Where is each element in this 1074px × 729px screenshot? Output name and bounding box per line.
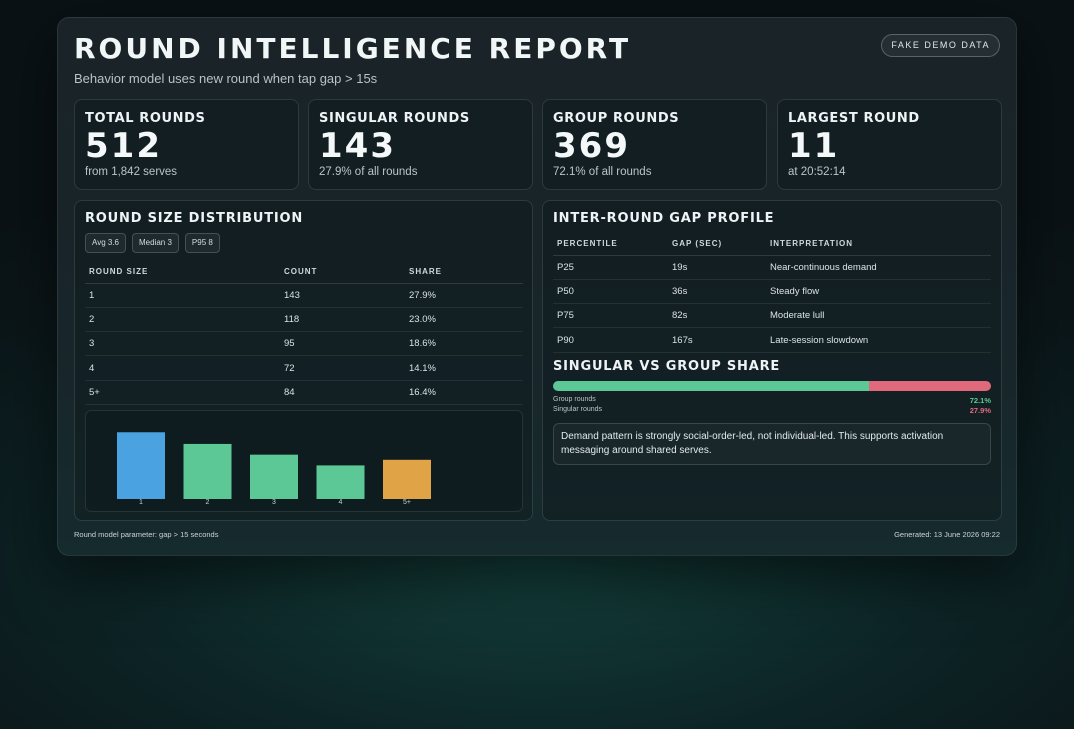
cell-size: 4 <box>85 355 280 381</box>
round-size-distribution-card: ROUND SIZE DISTRIBUTION Avg 3.6 Median 3… <box>74 200 533 521</box>
table-header-row: ROUND SIZE COUNT SHARE <box>85 261 523 284</box>
section-title: INTER-ROUND GAP PROFILE <box>553 211 775 226</box>
stat-value: 143 <box>319 126 396 166</box>
table-row: 5+ 84 16.4% <box>85 380 523 405</box>
section-title: SINGULAR VS GROUP SHARE <box>553 359 781 374</box>
bar-4 <box>316 465 365 499</box>
cell-count: 118 <box>280 307 405 333</box>
cell-size: 1 <box>85 283 280 308</box>
stat-label: GROUP ROUNDS <box>553 111 680 126</box>
footer-generated-timestamp: Generated: 13 June 2026 09:22 <box>894 530 1000 539</box>
cell-interpretation: Steady flow <box>766 279 991 305</box>
table-row: P25 19s Near-continuous demand <box>553 255 991 280</box>
column-header: ROUND SIZE <box>85 261 280 284</box>
cell-percentile: P75 <box>553 303 668 329</box>
bar-label-2: 2 <box>206 499 210 506</box>
cell-share: 14.1% <box>405 355 523 381</box>
cell-size: 3 <box>85 331 280 357</box>
report-panel: ROUND INTELLIGENCE REPORT Behavior model… <box>57 17 1017 556</box>
cell-interpretation: Near-continuous demand <box>766 255 991 280</box>
singular-share-segment <box>868 381 991 391</box>
cell-percentile: P50 <box>553 279 668 305</box>
page-subtitle: Behavior model uses new round when tap g… <box>74 71 378 86</box>
cell-percentile: P90 <box>553 327 668 353</box>
table-row: 1 143 27.9% <box>85 283 523 308</box>
bar-label-3: 3 <box>272 499 276 506</box>
avg-pill: Avg 3.6 <box>85 233 126 253</box>
section-title: ROUND SIZE DISTRIBUTION <box>85 211 304 226</box>
gap-profile-table: PERCENTILE GAP (SEC) INTERPRETATION P25 … <box>553 233 991 353</box>
gap-profile-card: INTER-ROUND GAP PROFILE PERCENTILE GAP (… <box>542 200 1002 521</box>
cell-count: 84 <box>280 380 405 405</box>
cell-size: 5+ <box>85 380 280 405</box>
cell-share: 16.4% <box>405 380 523 405</box>
stat-subtext: 72.1% of all rounds <box>553 166 652 178</box>
cell-interpretation: Moderate lull <box>766 303 991 329</box>
insight-note: Demand pattern is strongly social-order-… <box>553 423 991 465</box>
stat-card-singular-rounds: SINGULAR ROUNDS 143 27.9% of all rounds <box>308 99 533 190</box>
cell-gap: 82s <box>668 303 766 329</box>
singular-share-percent: 27.9% <box>969 406 991 415</box>
stat-card-largest-round: LARGEST ROUND 11 at 20:52:14 <box>777 99 1002 190</box>
stat-value: 369 <box>553 126 630 166</box>
cell-gap: 167s <box>668 327 766 353</box>
cell-count: 95 <box>280 331 405 357</box>
stat-subtext: at 20:52:14 <box>788 166 846 178</box>
stat-subtext: from 1,842 serves <box>85 166 178 178</box>
demo-data-badge: FAKE DEMO DATA <box>881 34 1000 57</box>
cell-gap: 36s <box>668 279 766 305</box>
footer-model-parameter: Round model parameter: gap > 15 seconds <box>74 530 219 539</box>
column-header: GAP (SEC) <box>668 233 766 256</box>
bar-chart-svg: 1 2 3 4 5+ <box>117 432 431 506</box>
cell-count: 143 <box>280 283 405 308</box>
round-size-bar-chart: 1 2 3 4 5+ <box>85 410 523 512</box>
table-row: P90 167s Late-session slowdown <box>553 327 991 353</box>
column-header: INTERPRETATION <box>766 233 991 256</box>
stat-label: SINGULAR ROUNDS <box>319 111 470 126</box>
bar-label-5+: 5+ <box>403 499 411 506</box>
cell-interpretation: Late-session slowdown <box>766 327 991 353</box>
table-row: 3 95 18.6% <box>85 331 523 357</box>
table-row: 2 118 23.0% <box>85 307 523 333</box>
round-size-table: ROUND SIZE COUNT SHARE 1 143 27.9% 2 118… <box>85 261 523 405</box>
column-header: PERCENTILE <box>553 233 668 256</box>
stat-card-total-rounds: TOTAL ROUNDS 512 from 1,842 serves <box>74 99 299 190</box>
stat-card-group-rounds: GROUP ROUNDS 369 72.1% of all rounds <box>542 99 767 190</box>
stat-value: 11 <box>788 126 840 166</box>
table-row: P50 36s Steady flow <box>553 279 991 305</box>
summary-pills: Avg 3.6 Median 3 P95 8 <box>85 233 220 253</box>
cell-share: 18.6% <box>405 331 523 357</box>
bar-2 <box>183 443 232 499</box>
stat-value: 512 <box>85 126 162 166</box>
table-header-row: PERCENTILE GAP (SEC) INTERPRETATION <box>553 233 991 256</box>
bar-5+ <box>383 459 431 499</box>
cell-gap: 19s <box>668 255 766 280</box>
bar-label-1: 1 <box>139 499 143 506</box>
median-pill: Median 3 <box>131 233 179 253</box>
cell-count: 72 <box>280 355 405 381</box>
group-rounds-label: Group rounds <box>553 396 596 403</box>
singular-rounds-label: Singular rounds <box>553 406 603 413</box>
cell-share: 23.0% <box>405 307 523 333</box>
cell-percentile: P25 <box>553 255 668 280</box>
bar-label-4: 4 <box>339 499 343 506</box>
table-row: P75 82s Moderate lull <box>553 303 991 329</box>
column-header: SHARE <box>405 261 523 284</box>
cell-size: 2 <box>85 307 280 333</box>
page-title: ROUND INTELLIGENCE REPORT <box>74 32 632 65</box>
stat-label: TOTAL ROUNDS <box>85 111 206 126</box>
group-share-percent: 72.1% <box>969 396 991 405</box>
stat-subtext: 27.9% of all rounds <box>319 166 418 178</box>
p95-pill: P95 8 <box>184 233 220 253</box>
column-header: COUNT <box>280 261 405 284</box>
bar-1 <box>117 432 165 499</box>
group-share-segment <box>553 381 869 391</box>
share-split-bar <box>553 381 991 391</box>
cell-share: 27.9% <box>405 283 523 308</box>
stat-label: LARGEST ROUND <box>788 111 920 126</box>
table-row: 4 72 14.1% <box>85 355 523 381</box>
bar-3 <box>250 454 298 499</box>
